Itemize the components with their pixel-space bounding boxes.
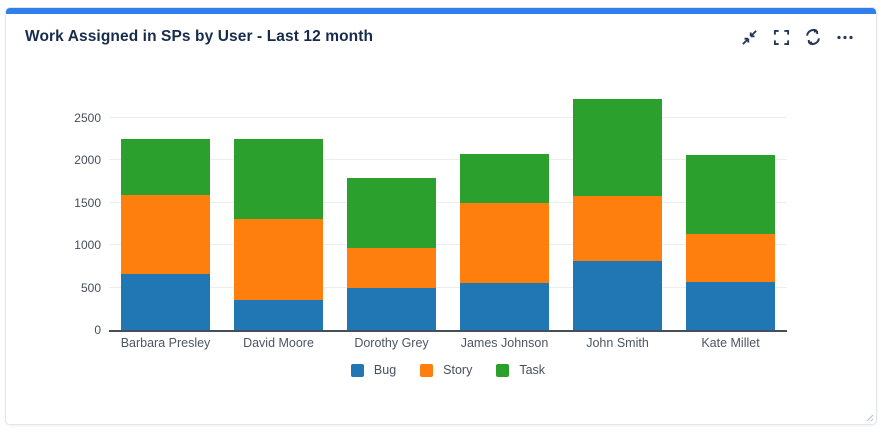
bar-segment-bug[interactable] bbox=[686, 281, 775, 330]
x-category-label: John Smith bbox=[586, 336, 649, 350]
x-category-label: David Moore bbox=[243, 336, 314, 350]
card-accent-bar bbox=[6, 8, 876, 14]
collapse-icon bbox=[741, 29, 757, 45]
gridline bbox=[109, 159, 787, 160]
legend-item-bug[interactable]: Bug bbox=[350, 363, 397, 377]
bar-column bbox=[460, 154, 549, 330]
bar-segment-task[interactable] bbox=[234, 138, 323, 219]
y-tick-label: 1000 bbox=[74, 238, 101, 252]
y-tick-label: 2500 bbox=[74, 110, 101, 125]
bar-segment-task[interactable] bbox=[573, 98, 662, 196]
more-options-button[interactable] bbox=[836, 28, 854, 46]
bar-column bbox=[121, 138, 210, 330]
bar-segment-bug[interactable] bbox=[460, 283, 549, 330]
gridline bbox=[109, 116, 787, 118]
legend-swatch bbox=[496, 363, 510, 377]
chart-card: Work Assigned in SPs by User - Last 12 m… bbox=[5, 7, 877, 425]
bar-segment-bug[interactable] bbox=[347, 288, 436, 330]
x-category-label: Dorothy Grey bbox=[354, 336, 429, 350]
y-tick-label: 2000 bbox=[74, 153, 101, 167]
refresh-icon bbox=[806, 29, 820, 45]
card-toolbar bbox=[740, 28, 854, 46]
gridline bbox=[109, 201, 787, 203]
legend-item-task[interactable]: Task bbox=[496, 363, 545, 377]
y-axis: 0 500 1000 1500 2000 2500 bbox=[6, 92, 101, 338]
y-tick-label: 0 bbox=[94, 323, 101, 337]
bar-column bbox=[347, 177, 436, 330]
x-category-label: Kate Millet bbox=[701, 336, 760, 350]
x-category-label: James Johnson bbox=[460, 336, 549, 350]
bar-segment-story[interactable] bbox=[573, 195, 662, 262]
bar-segment-story[interactable] bbox=[686, 233, 775, 282]
legend-item-story[interactable]: Story bbox=[420, 363, 472, 377]
bar-segment-task[interactable] bbox=[121, 138, 210, 195]
bar-column bbox=[686, 154, 775, 330]
bar-segment-bug[interactable] bbox=[234, 300, 323, 330]
bar-segment-story[interactable] bbox=[234, 218, 323, 301]
legend-label: Task bbox=[519, 363, 546, 377]
ellipsis-icon bbox=[837, 35, 853, 40]
bar-segment-task[interactable] bbox=[347, 177, 436, 249]
y-tick-label: 1500 bbox=[74, 195, 101, 210]
legend-label: Bug bbox=[373, 363, 397, 377]
bar-segment-task[interactable] bbox=[460, 154, 549, 204]
legend: Bug Story Task bbox=[109, 363, 787, 377]
bar-segment-story[interactable] bbox=[121, 194, 210, 274]
gridline bbox=[109, 286, 787, 288]
bar-segment-bug[interactable] bbox=[121, 273, 210, 330]
bar-segment-bug[interactable] bbox=[573, 261, 662, 330]
bar-column bbox=[573, 98, 662, 330]
x-axis: Barbara Presley David Moore Dorothy Grey Ja… bbox=[109, 336, 787, 350]
legend-swatch bbox=[420, 363, 434, 377]
collapse-button[interactable] bbox=[740, 28, 758, 46]
y-tick-label: 500 bbox=[80, 280, 101, 295]
page-title: Work Assigned in SPs by User - Last 12 m… bbox=[25, 28, 374, 45]
bar-segment-task[interactable] bbox=[686, 154, 775, 234]
card-header: Work Assigned in SPs by User - Last 12 m… bbox=[6, 14, 876, 46]
refresh-button[interactable] bbox=[804, 28, 822, 46]
fullscreen-icon bbox=[773, 29, 789, 45]
fullscreen-button[interactable] bbox=[772, 28, 790, 46]
bar-segment-story[interactable] bbox=[347, 248, 436, 289]
bar-segment-story[interactable] bbox=[460, 203, 549, 284]
plot-area bbox=[109, 92, 787, 332]
legend-swatch bbox=[350, 363, 364, 377]
bar-column bbox=[234, 138, 323, 330]
legend-label: Story bbox=[443, 363, 473, 377]
resize-handle[interactable] bbox=[864, 412, 874, 422]
x-category-label: Barbara Presley bbox=[120, 336, 211, 350]
gridline bbox=[109, 244, 787, 245]
